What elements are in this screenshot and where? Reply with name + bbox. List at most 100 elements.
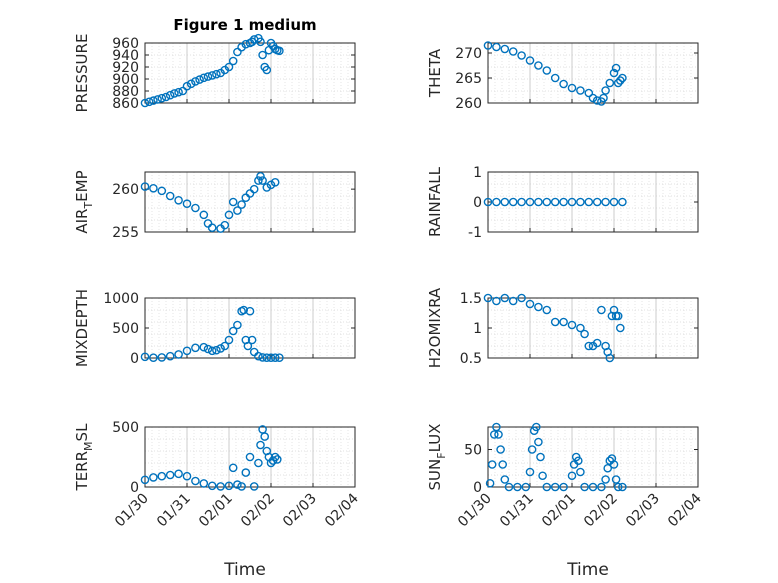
data-point — [165, 351, 175, 361]
data-point — [487, 460, 497, 469]
data-point — [245, 452, 255, 462]
y-axis-label: AIRTEMP — [73, 170, 95, 233]
x-axis-label-right: Time — [566, 560, 609, 580]
y-tick-label: 900 — [112, 72, 139, 88]
data-point — [517, 51, 526, 60]
data-point — [601, 475, 610, 484]
data-point — [199, 210, 209, 220]
data-point — [174, 87, 183, 97]
data-point — [207, 481, 217, 491]
data-point — [224, 210, 234, 220]
data-point — [492, 197, 501, 207]
y-tick-label: 500 — [112, 420, 139, 436]
data-point — [601, 86, 610, 95]
data-point — [605, 353, 615, 363]
data-point — [534, 197, 543, 207]
y-axis-label: RAINFALL — [426, 166, 444, 237]
data-point — [542, 305, 552, 315]
data-point — [199, 342, 209, 352]
data-point — [191, 77, 200, 86]
y-tick-label: 50 — [464, 443, 482, 459]
data-point — [618, 73, 627, 83]
data-point — [170, 89, 179, 98]
data-point — [500, 293, 510, 303]
data-point — [618, 197, 627, 207]
data-point — [567, 83, 577, 93]
y-tick-label: 960 — [112, 36, 139, 52]
data-point — [567, 320, 577, 330]
data-point — [224, 481, 234, 491]
data-point — [500, 44, 510, 54]
data-point — [237, 200, 246, 209]
data-point — [580, 482, 589, 492]
y-tick-label: 0.5 — [460, 351, 482, 367]
data-point — [275, 46, 284, 56]
data-point — [616, 323, 625, 333]
data-point — [504, 482, 514, 492]
data-point — [270, 452, 280, 462]
data-point — [525, 299, 535, 309]
data-point — [517, 293, 526, 303]
data-point — [588, 93, 598, 103]
data-point — [149, 96, 158, 105]
data-point — [534, 61, 543, 70]
data-point — [174, 350, 183, 359]
x-axis-label-left: Time — [223, 560, 266, 580]
data-point — [609, 68, 619, 78]
data-point — [613, 482, 623, 492]
y-axis-label: TERRMSL — [73, 423, 95, 492]
data-point — [592, 338, 602, 348]
data-point — [182, 199, 192, 209]
data-point — [525, 56, 535, 65]
data-point — [592, 197, 602, 207]
data-point — [508, 197, 518, 207]
data-point — [576, 467, 585, 477]
data-point — [140, 98, 150, 108]
y-tick-label: -1 — [468, 225, 482, 241]
y-tick-label: 1.5 — [460, 291, 482, 307]
data-point — [536, 452, 545, 462]
data-point — [233, 206, 242, 215]
y-axis-label: SUNFLUX — [426, 424, 448, 491]
y-axis-label: PRESSURE — [73, 34, 91, 113]
data-point — [149, 353, 158, 363]
data-point — [262, 183, 272, 192]
data-point — [157, 93, 167, 103]
subplot-theta: 270 265 260 THETA — [426, 41, 699, 112]
data-point — [140, 475, 150, 485]
data-point — [618, 482, 627, 492]
data-point — [584, 341, 594, 351]
data-point — [521, 482, 531, 492]
data-point — [165, 90, 175, 100]
data-point — [182, 81, 192, 91]
data-point — [542, 197, 552, 207]
y-tick-label: 260 — [455, 96, 482, 112]
data-point — [258, 50, 267, 60]
data-point — [233, 480, 242, 489]
data-point — [534, 437, 543, 447]
data-point — [254, 176, 263, 185]
data-point — [611, 475, 621, 484]
data-point — [525, 467, 535, 477]
data-point — [559, 482, 568, 492]
data-point — [567, 197, 577, 207]
y-tick-label: 500 — [112, 321, 139, 337]
y-tick-label: 0 — [130, 351, 139, 367]
y-axis-label: THETA — [426, 48, 444, 98]
y-axis-label: H2OMIXRA — [426, 287, 444, 368]
data-point — [157, 186, 167, 196]
data-point — [216, 482, 225, 491]
y-tick-label: 940 — [112, 48, 139, 64]
data-point — [140, 352, 150, 362]
data-point — [508, 296, 518, 306]
data-point — [483, 293, 493, 303]
data-point — [149, 473, 158, 482]
data-point — [239, 305, 248, 315]
y-tick-label: 1000 — [103, 291, 139, 307]
data-point — [603, 463, 613, 473]
data-point — [245, 306, 255, 316]
data-point — [492, 296, 501, 306]
